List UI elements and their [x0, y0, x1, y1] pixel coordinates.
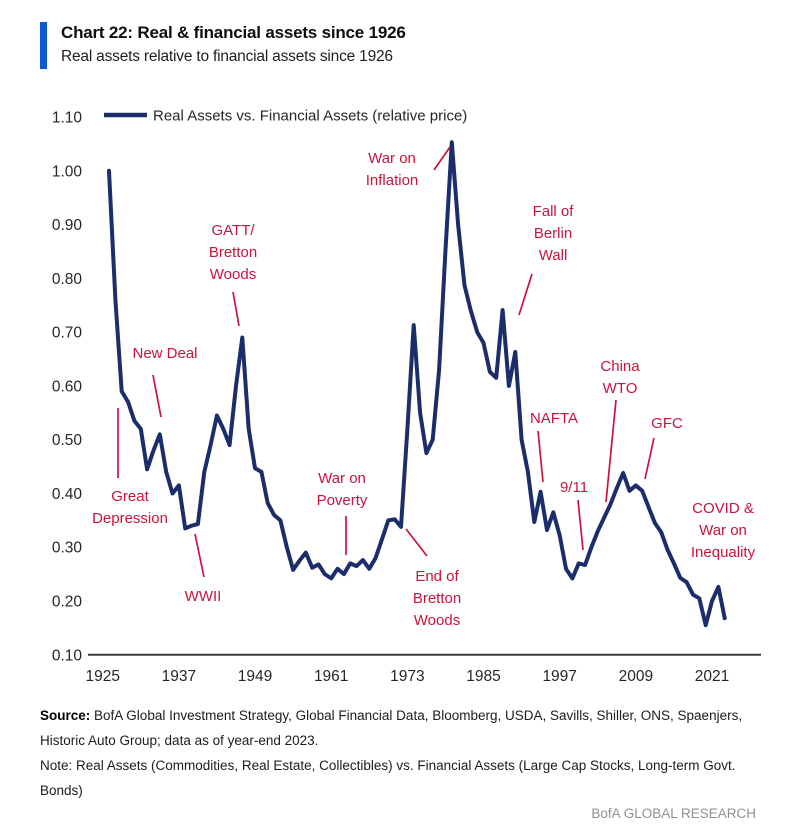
y-tick-label: 0.90	[52, 217, 83, 234]
annotation-label: 9/11	[560, 479, 588, 496]
line-chart: 1.10 1.00 0.90 0.80 0.70 0.60 0.50 0.40 0.30 0.20…	[52, 108, 761, 685]
annotation-wwii: WWII	[185, 533, 222, 605]
annotation-9-11: 9/11	[560, 479, 588, 551]
annotation-label: New Deal	[132, 345, 197, 362]
annotation-war-on-inflation: War on Inflation	[366, 146, 451, 189]
annotation-label: NAFTA	[530, 410, 578, 427]
annotation-label: GATT/Bretton Woods	[209, 222, 257, 283]
annotation-pointer-line	[152, 374, 162, 418]
x-tick-label: 1949	[238, 668, 272, 685]
annotation-covid-war-on-inequality: COVID & War on Inequality	[691, 500, 756, 561]
x-tick-label: 1997	[542, 668, 576, 685]
chart-subtitle: Real assets relative to financial assets…	[61, 48, 393, 65]
annotation-label: Fall of Berlin Wall	[533, 203, 575, 264]
y-tick-label: 0.40	[52, 486, 83, 503]
annotation-pointer-line	[518, 273, 533, 316]
annotation-label: GFC	[651, 415, 683, 432]
annotation-fall-of-berlin-wall: Fall of Berlin Wall	[518, 203, 575, 316]
x-axis-tick-labels: 1925 1937 1949 1961 1973 1985 1997 2009 2021	[85, 668, 729, 685]
y-tick-label: 0.50	[52, 432, 83, 449]
y-tick-label: 0.60	[52, 378, 83, 395]
annotation-pointer-line	[537, 430, 544, 483]
x-tick-label: 2021	[695, 668, 729, 685]
annotation-gfc: GFC	[644, 415, 683, 480]
annotation-pointer-line	[194, 533, 205, 578]
y-tick-label: 1.10	[52, 110, 83, 127]
annotation-great-depression: Great Depression	[92, 408, 168, 527]
x-tick-label: 1937	[162, 668, 196, 685]
y-tick-label: 0.80	[52, 271, 83, 288]
annotation-label: War on Poverty	[317, 470, 368, 509]
x-tick-label: 1925	[85, 668, 119, 685]
annotation-label: China WTO	[600, 358, 640, 397]
event-annotations: Great Depression New Deal WWII GATT/Bretton W…	[92, 146, 756, 629]
chart-title: Chart 22: Real & financial assets since …	[61, 23, 406, 42]
footer: Source: BofA Global Investment Strategy,…	[40, 703, 756, 824]
x-tick-label: 2009	[619, 668, 653, 685]
x-tick-label: 1973	[390, 668, 424, 685]
source-text: Source: BofA Global Investment Strategy,…	[40, 708, 743, 748]
annotation-gatt-bretton-woods: GATT/Bretton Woods	[209, 222, 257, 327]
y-tick-label: 1.00	[52, 163, 83, 180]
x-tick-label: 1961	[314, 668, 348, 685]
y-axis-tick-labels: 1.10 1.00 0.90 0.80 0.70 0.60 0.50 0.40 0.30 0.20…	[52, 110, 83, 665]
annotation-pointer-line	[605, 399, 617, 503]
annotation-pointer-line	[433, 146, 451, 171]
annotation-pointer-line	[405, 528, 428, 557]
y-tick-label: 0.70	[52, 325, 83, 342]
annotation-label: WWII	[185, 588, 222, 605]
y-tick-label: 0.30	[52, 540, 83, 557]
series-line-real-vs-financial	[107, 140, 727, 628]
annotation-pointer-line	[232, 291, 240, 327]
brand-text: BofA GLOBAL RESEARCH	[591, 806, 756, 821]
source-label: Source:	[40, 708, 91, 723]
x-tick-label: 1985	[466, 668, 500, 685]
y-tick-label: 0.20	[52, 594, 83, 611]
legend: Real Assets vs. Financial Assets (relati…	[104, 108, 467, 125]
annotation-pointer-line	[644, 437, 655, 480]
annotation-label: COVID & War on Inequality	[691, 500, 756, 561]
legend-label: Real Assets vs. Financial Assets (relati…	[153, 108, 467, 125]
annotation-pointer-line	[577, 499, 584, 551]
annotation-label: Great Depression	[92, 488, 168, 527]
y-tick-label: 0.10	[52, 647, 83, 664]
annotation-nafta: NAFTA	[530, 410, 578, 483]
annotation-war-on-poverty: War on Poverty	[317, 470, 368, 555]
annotation-label: War on Inflation	[366, 150, 419, 189]
annotation-end-of-bretton-woods: End of Bretton Woods	[405, 528, 461, 629]
annotation-new-deal: New Deal	[132, 345, 198, 418]
title-accent-bar	[40, 22, 47, 69]
annotation-china-wto: China WTO	[600, 358, 640, 503]
annotation-label: End of Bretton Woods	[413, 568, 461, 629]
note-text: Note: Real Assets (Commodities, Real Est…	[40, 758, 736, 798]
